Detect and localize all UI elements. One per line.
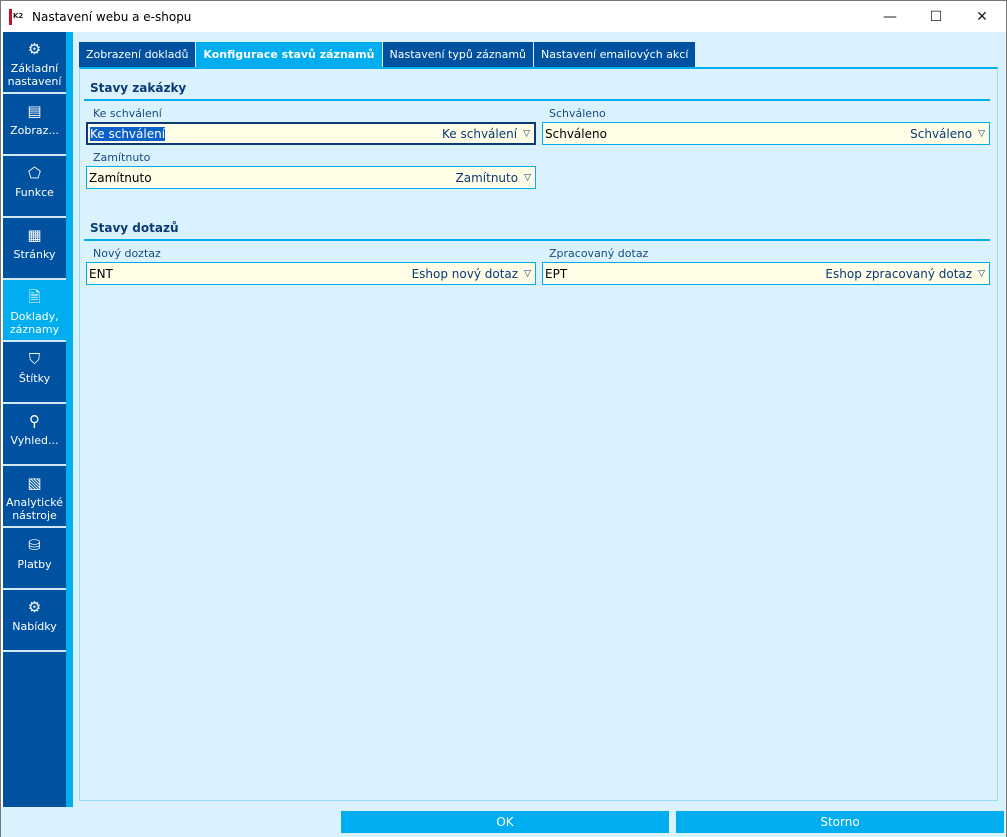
- section-title-inquiries: Stavy dotazů: [84, 221, 990, 241]
- list-icon: ▤: [27, 101, 42, 120]
- field-display: Eshop nový dotaz: [411, 266, 519, 281]
- field-value: Ke schválení: [90, 126, 166, 141]
- field-label: Zamítnuto: [93, 151, 151, 164]
- sidebar-item-label: Základní nastavení: [7, 62, 62, 88]
- sidebar-item-0[interactable]: ⚙ Základní nastavení: [3, 32, 66, 94]
- cancel-button[interactable]: Storno: [676, 811, 1004, 833]
- sidebar: ⚙ Základní nastavení ▤ Zobraz... ⬠ Funkce ▦ Str…: [3, 32, 66, 807]
- title-bar: K2 Nastavení webu a e-shopu — ☐ ✕: [1, 1, 1006, 32]
- search-icon: ⚲: [29, 411, 40, 430]
- sidebar-item-9[interactable]: ⚙ Nabídky: [3, 590, 66, 652]
- field-label: Schváleno: [549, 107, 606, 120]
- zpracovany-dotaz-field[interactable]: EPT Eshop zpracovaný dotaz ▽: [542, 262, 990, 285]
- section-title-orders: Stavy zakázky: [84, 81, 990, 101]
- tab-bar: Zobrazení dokladů Konfigurace stavů zázna…: [79, 42, 696, 67]
- sidebar-item-8[interactable]: ⛁ Platby: [3, 528, 66, 590]
- sidebar-item-label: Vyhled...: [10, 434, 59, 447]
- ok-button[interactable]: OK: [341, 811, 669, 833]
- field-label: Ke schválení: [93, 107, 162, 120]
- field-display: Ke schválení: [442, 126, 518, 141]
- sidebar-item-1[interactable]: ▤ Zobraz...: [3, 94, 66, 156]
- page-icon: ▦: [27, 225, 42, 244]
- field-display: Zamítnuto: [455, 170, 519, 185]
- sidebar-item-2[interactable]: ⬠ Funkce: [3, 156, 66, 218]
- gear-icon: ⚙: [27, 39, 42, 58]
- tab-2[interactable]: Nastavení typů záznamů: [382, 42, 534, 67]
- tab-1[interactable]: Konfigurace stavů záznamů: [196, 42, 382, 67]
- sidebar-item-3[interactable]: ▦ Stránky: [3, 218, 66, 280]
- dropdown-icon[interactable]: ▽: [523, 128, 530, 139]
- field-value: Zamítnuto: [89, 170, 152, 185]
- sidebar-item-label: Platby: [17, 558, 52, 571]
- field-value: EPT: [545, 266, 568, 281]
- sidebar-item-label: Analytické nástroje: [6, 496, 63, 522]
- zamitnuto-field[interactable]: Zamítnuto Zamítnuto ▽: [86, 166, 536, 189]
- close-button[interactable]: ✕: [976, 8, 988, 25]
- document-icon: 🗎: [28, 287, 41, 306]
- ke-schvaleni-field[interactable]: Ke schválení Ke schválení ▽: [86, 122, 536, 145]
- maximize-button[interactable]: ☐: [929, 8, 943, 25]
- dropdown-icon[interactable]: ▽: [978, 268, 985, 279]
- sidebar-item-label: Štítky: [18, 372, 51, 385]
- tab-panel: Stavy zakázky Ke schválení Ke schválení …: [79, 67, 998, 801]
- tab-3[interactable]: Nastavení emailových akcí: [534, 42, 696, 67]
- bookmark-icon: ⛉: [28, 349, 41, 368]
- dropdown-icon[interactable]: ▽: [524, 268, 531, 279]
- sidebar-item-5[interactable]: ⛉ Štítky: [3, 342, 66, 404]
- field-value: Schváleno: [545, 126, 607, 141]
- tag-icon: ⬠: [27, 163, 42, 182]
- sidebar-item-6[interactable]: ⚲ Vyhled...: [3, 404, 66, 466]
- payment-icon: ⛁: [28, 535, 41, 554]
- novy-dotaz-field[interactable]: ENT Eshop nový dotaz ▽: [86, 262, 536, 285]
- sidebar-item-label: Nabídky: [12, 620, 57, 633]
- sidebar-accent-strip: [66, 32, 73, 807]
- sidebar-item-4[interactable]: 🗎 Doklady, záznamy: [3, 280, 66, 342]
- dropdown-icon[interactable]: ▽: [524, 172, 531, 183]
- tab-0[interactable]: Zobrazení dokladů: [79, 42, 196, 67]
- field-display: Schváleno: [910, 126, 973, 141]
- chart-icon: ▧: [27, 473, 42, 492]
- field-label: Nový doztaz: [93, 247, 161, 260]
- window-title: Nastavení webu a e-shopu: [32, 9, 192, 24]
- sidebar-item-label: Funkce: [15, 186, 54, 199]
- dropdown-icon[interactable]: ▽: [978, 128, 985, 139]
- button-bar: OK Storno: [1, 807, 1006, 837]
- field-display: Eshop zpracovaný dotaz: [825, 266, 973, 281]
- app-logo: K2: [9, 8, 25, 25]
- field-label: Zpracovaný dotaz: [549, 247, 649, 260]
- sidebar-item-7[interactable]: ▧ Analytické nástroje: [3, 466, 66, 528]
- minimize-button[interactable]: —: [883, 8, 897, 25]
- discount-icon: ⚙: [27, 597, 42, 616]
- sidebar-item-label: Stránky: [13, 248, 56, 261]
- sidebar-item-label: Zobraz...: [10, 124, 59, 137]
- field-value: ENT: [89, 266, 113, 281]
- content-area: Zobrazení dokladů Konfigurace stavů zázna…: [73, 32, 1006, 807]
- sidebar-item-label: Doklady, záznamy: [9, 310, 60, 336]
- schvaleno-field[interactable]: Schváleno Schváleno ▽: [542, 122, 990, 145]
